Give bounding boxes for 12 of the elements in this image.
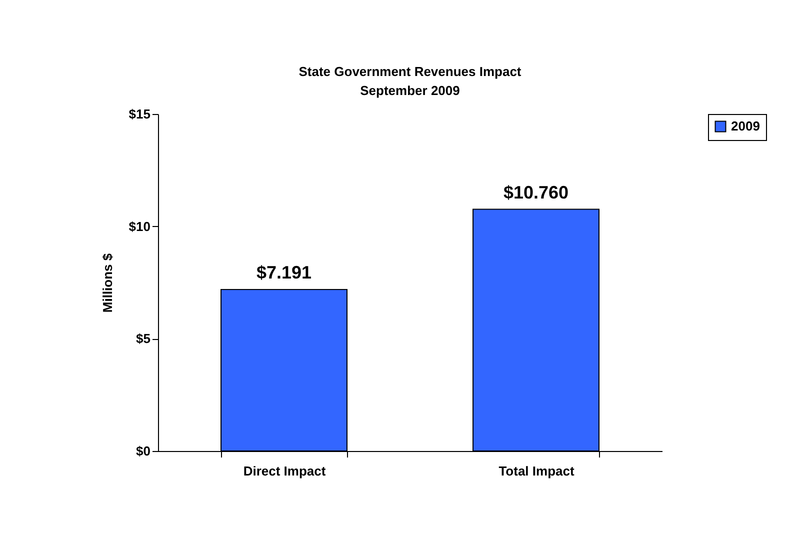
chart-title: State Government Revenues Impact — [298, 64, 522, 79]
x-tick-label: Total Impact — [498, 464, 575, 478]
x-tick-label: Direct Impact — [243, 464, 326, 478]
chart-subtitle: September 2009 — [360, 83, 460, 98]
legend-label: 2009 — [731, 118, 760, 134]
data-label: $10.760 — [503, 182, 569, 202]
y-tick-label: $0 — [136, 444, 150, 458]
y-axis-title: Millions $ — [100, 252, 115, 313]
y-tick-label: $10 — [128, 218, 150, 234]
y-tick-label: $15 — [128, 106, 150, 122]
y-tick-label: $5 — [136, 331, 150, 346]
data-label: $7.191 — [256, 262, 312, 282]
